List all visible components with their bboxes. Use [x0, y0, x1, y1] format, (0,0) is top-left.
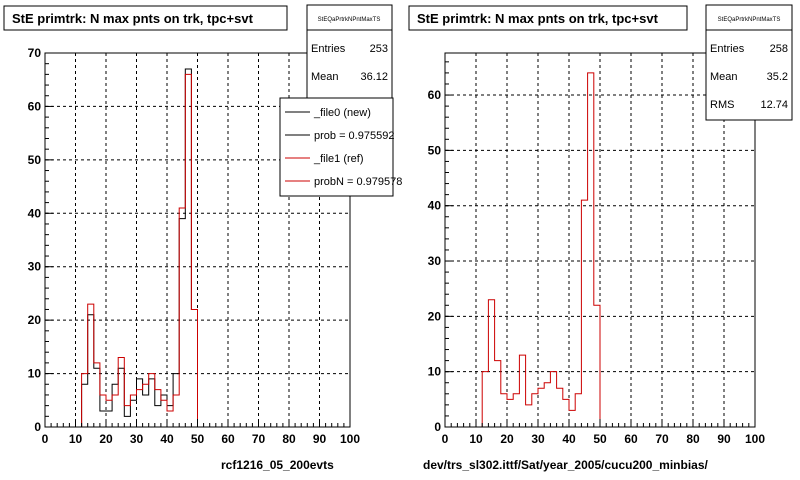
left-x-tick-label: 100 [340, 432, 360, 446]
right-stats-rms: 12.74 [760, 99, 788, 111]
right-y-tick-label: 40 [428, 199, 442, 213]
right-panel: 0 10 20 30 40 50 60 70 80 90 100 0 10 20 30 40 50 60 StE … [408, 4, 793, 472]
right-x-tick-label: 80 [686, 432, 700, 446]
right-stats-mean: 35.2 [767, 71, 788, 83]
left-stats-name: StEQaPrtrkNPntMaxTS [318, 17, 381, 23]
left-y-tick-label: 70 [28, 46, 42, 60]
right-y-tick-label: 30 [428, 254, 442, 268]
legend-entry-prob: prob = 0.975592 [314, 130, 394, 142]
left-x-tick-label: 80 [282, 432, 296, 446]
right-x-tick-label: 30 [531, 432, 545, 446]
right-stats-mean-label: Mean [710, 71, 738, 83]
left-y-tick-label: 0 [34, 420, 41, 434]
right-stats-rms-label: RMS [710, 99, 734, 111]
right-x-tick-label: 10 [469, 432, 483, 446]
right-y-tick-label: 0 [434, 420, 441, 434]
left-stats-entries: 253 [370, 43, 388, 55]
right-x-tick-label: 70 [655, 432, 669, 446]
right-x-tick-label: 20 [500, 432, 514, 446]
right-x-tick-label: 90 [717, 432, 731, 446]
left-x-tick-label: 40 [160, 432, 174, 446]
right-stats-name: StEQaPrtrkNPntMaxTS [718, 17, 781, 23]
left-x-tick-label: 20 [99, 432, 113, 446]
right-y-tick-label: 60 [428, 88, 442, 102]
right-title: StE primtrk: N max pnts on trk, tpc+svt [417, 11, 659, 26]
left-stats-mean: 36.12 [360, 71, 388, 83]
right-x-tick-label: 0 [442, 432, 449, 446]
left-stats-box [306, 4, 393, 106]
left-title: StE primtrk: N max pnts on trk, tpc+svt [12, 11, 254, 26]
left-y-tick-label: 40 [28, 206, 42, 220]
left-y-tick-label: 30 [28, 260, 42, 274]
right-title-box [408, 5, 688, 31]
left-y-tick-label: 60 [28, 99, 42, 113]
right-y-tick-label: 10 [428, 365, 442, 379]
left-y-tick-label: 50 [28, 153, 42, 167]
left-title-box [3, 5, 288, 31]
left-footer: rcf1216_05_200evts [221, 458, 334, 472]
right-plot-area: 0 10 20 30 40 50 60 70 80 90 100 0 10 20 30 40 50 60 [428, 52, 765, 446]
left-x-tick-label: 50 [191, 432, 205, 446]
right-stats-entries: 258 [770, 43, 788, 55]
right-x-tick-label: 60 [624, 432, 638, 446]
legend-entry-file1: _file1 (ref) [313, 153, 364, 165]
left-panel: 0 10 20 30 40 50 60 70 80 90 100 0 10 20 30 40 50 60 70 St… [3, 4, 402, 472]
right-y-tick-label: 20 [428, 309, 442, 323]
left-stats-entries-label: Entries [311, 43, 346, 55]
left-x-tick-label: 90 [313, 432, 327, 446]
left-y-tick-label: 20 [28, 313, 42, 327]
right-footer: dev/trs_sl302.ittf/Sat/year_2005/cucu200… [423, 458, 708, 472]
left-x-tick-label: 70 [252, 432, 266, 446]
right-x-tick-label: 40 [562, 432, 576, 446]
left-plot-area: 0 10 20 30 40 50 60 70 80 90 100 0 10 20 30 40 50 60 70 [28, 46, 361, 446]
left-stats-mean-label: Mean [311, 71, 339, 83]
left-legend: _file0 (new) prob = 0.975592 _file1 (ref… [279, 97, 402, 197]
left-x-tick-label: 30 [130, 432, 144, 446]
left-x-tick-label: 10 [69, 432, 83, 446]
legend-entry-probN: probN = 0.979578 [314, 176, 402, 188]
left-y-tick-label: 10 [28, 367, 42, 381]
right-stats-entries-label: Entries [710, 43, 745, 55]
right-stats-box [705, 4, 793, 121]
right-x-tick-label: 50 [593, 432, 607, 446]
legend-box [279, 97, 394, 197]
legend-entry-file0: _file0 (new) [313, 107, 371, 119]
left-x-tick-label: 0 [42, 432, 49, 446]
right-x-tick-label: 100 [745, 432, 765, 446]
right-y-tick-label: 50 [428, 143, 442, 157]
left-x-tick-label: 60 [221, 432, 235, 446]
